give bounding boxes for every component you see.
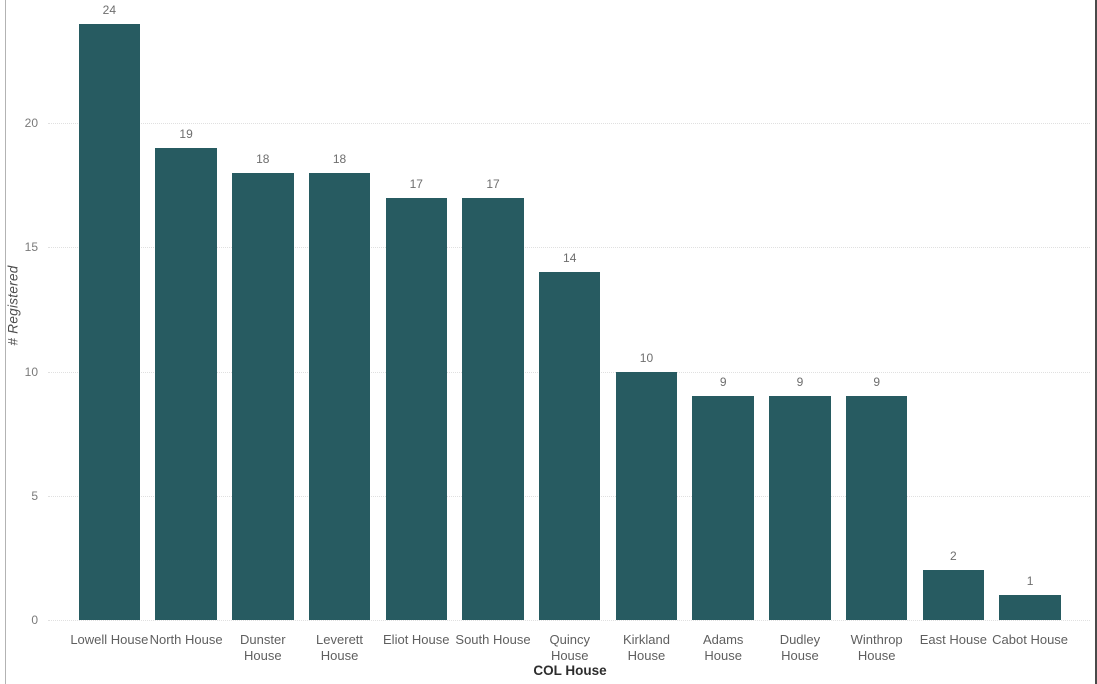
x-category-label: Kirkland House <box>622 632 670 663</box>
y-gridline <box>48 620 1090 621</box>
y-gridline <box>48 123 1090 124</box>
bar[interactable] <box>155 147 217 620</box>
bar-value-label: 17 <box>409 176 423 191</box>
x-category-label: Winthrop House <box>850 632 903 663</box>
right-window-border <box>1095 0 1097 684</box>
x-category-label: South House <box>455 632 531 647</box>
bar-value-label: 24 <box>102 2 117 17</box>
x-category-label: Dudley House <box>779 632 821 663</box>
bar-value-label: 9 <box>796 375 804 390</box>
bar-value-label: 9 <box>873 375 880 390</box>
x-axis-title: COL House <box>533 663 607 678</box>
x-category-label: Leverett House <box>316 632 364 663</box>
x-category-label: Dunster House <box>240 632 286 663</box>
bar-value-label: 9 <box>719 375 727 390</box>
bar-value-label: 14 <box>563 251 577 266</box>
bar-value-label: 10 <box>639 350 654 365</box>
y-tick-label: 15 <box>24 240 38 255</box>
y-tick-label: 0 <box>31 613 38 627</box>
bar[interactable] <box>922 570 985 620</box>
bar[interactable] <box>385 197 448 620</box>
bar[interactable] <box>78 23 141 620</box>
y-tick-label: 20 <box>24 116 38 130</box>
bar[interactable] <box>615 371 678 620</box>
bar[interactable] <box>538 272 601 620</box>
bar-value-label: 1 <box>1026 574 1034 589</box>
bar-value-label: 18 <box>332 151 347 166</box>
left-window-border <box>5 0 6 684</box>
y-tick-label: 5 <box>31 488 38 503</box>
x-category-label: Quincy House <box>549 632 590 663</box>
y-gridline <box>48 247 1090 249</box>
bar-value-label: 18 <box>256 151 270 166</box>
bar[interactable] <box>462 197 524 620</box>
y-tick-label: 10 <box>24 364 38 379</box>
bar[interactable] <box>692 396 754 620</box>
x-category-label: Lowell House <box>70 632 149 647</box>
bar[interactable] <box>845 396 908 620</box>
bar-value-label: 2 <box>950 549 957 564</box>
x-category-label: East House <box>919 632 987 647</box>
bar[interactable] <box>769 396 831 620</box>
bar-value-label: 17 <box>486 176 500 191</box>
x-category-label: Eliot House <box>383 632 450 647</box>
x-category-label: North House <box>149 632 223 647</box>
bar[interactable] <box>308 172 371 620</box>
x-category-label: Cabot House <box>992 632 1069 647</box>
bar-value-label: 19 <box>179 126 193 141</box>
x-category-label: Adams House <box>702 632 744 663</box>
y-axis-title: # Registered <box>5 265 21 346</box>
bar[interactable] <box>232 172 294 620</box>
bar[interactable] <box>999 595 1061 620</box>
